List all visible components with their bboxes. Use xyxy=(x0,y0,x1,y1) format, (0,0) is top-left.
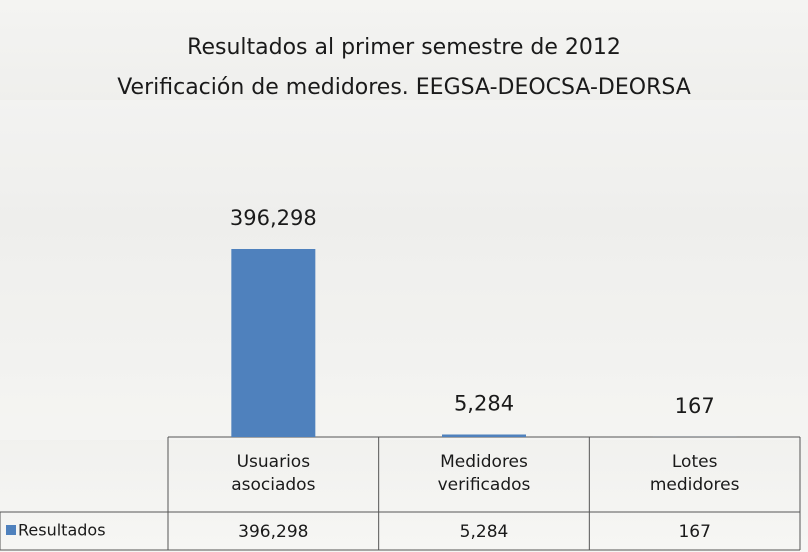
bar xyxy=(442,434,526,437)
data-label: 167 xyxy=(675,394,715,418)
chart-subtitle: Verificación de medidores. EEGSA-DEOCSA-… xyxy=(117,75,691,100)
category-label: Usuarios asociados xyxy=(203,451,343,497)
table-value: 5,284 xyxy=(460,522,509,542)
chart-title: Resultados al primer semestre de 2012 xyxy=(187,35,621,60)
legend-swatch xyxy=(6,525,16,535)
bar xyxy=(231,249,315,437)
background-photo xyxy=(0,100,808,440)
data-label: 5,284 xyxy=(454,391,514,415)
category-label: Medidores verificados xyxy=(414,451,554,497)
category-label: Lotes medidores xyxy=(625,451,765,497)
data-label: 396,298 xyxy=(230,206,317,230)
table-value: 396,298 xyxy=(238,522,308,542)
table-value: 167 xyxy=(678,522,710,542)
chart-slide: Resultados al primer semestre de 2012 Ve… xyxy=(0,0,808,552)
legend-label: Resultados xyxy=(18,521,106,540)
